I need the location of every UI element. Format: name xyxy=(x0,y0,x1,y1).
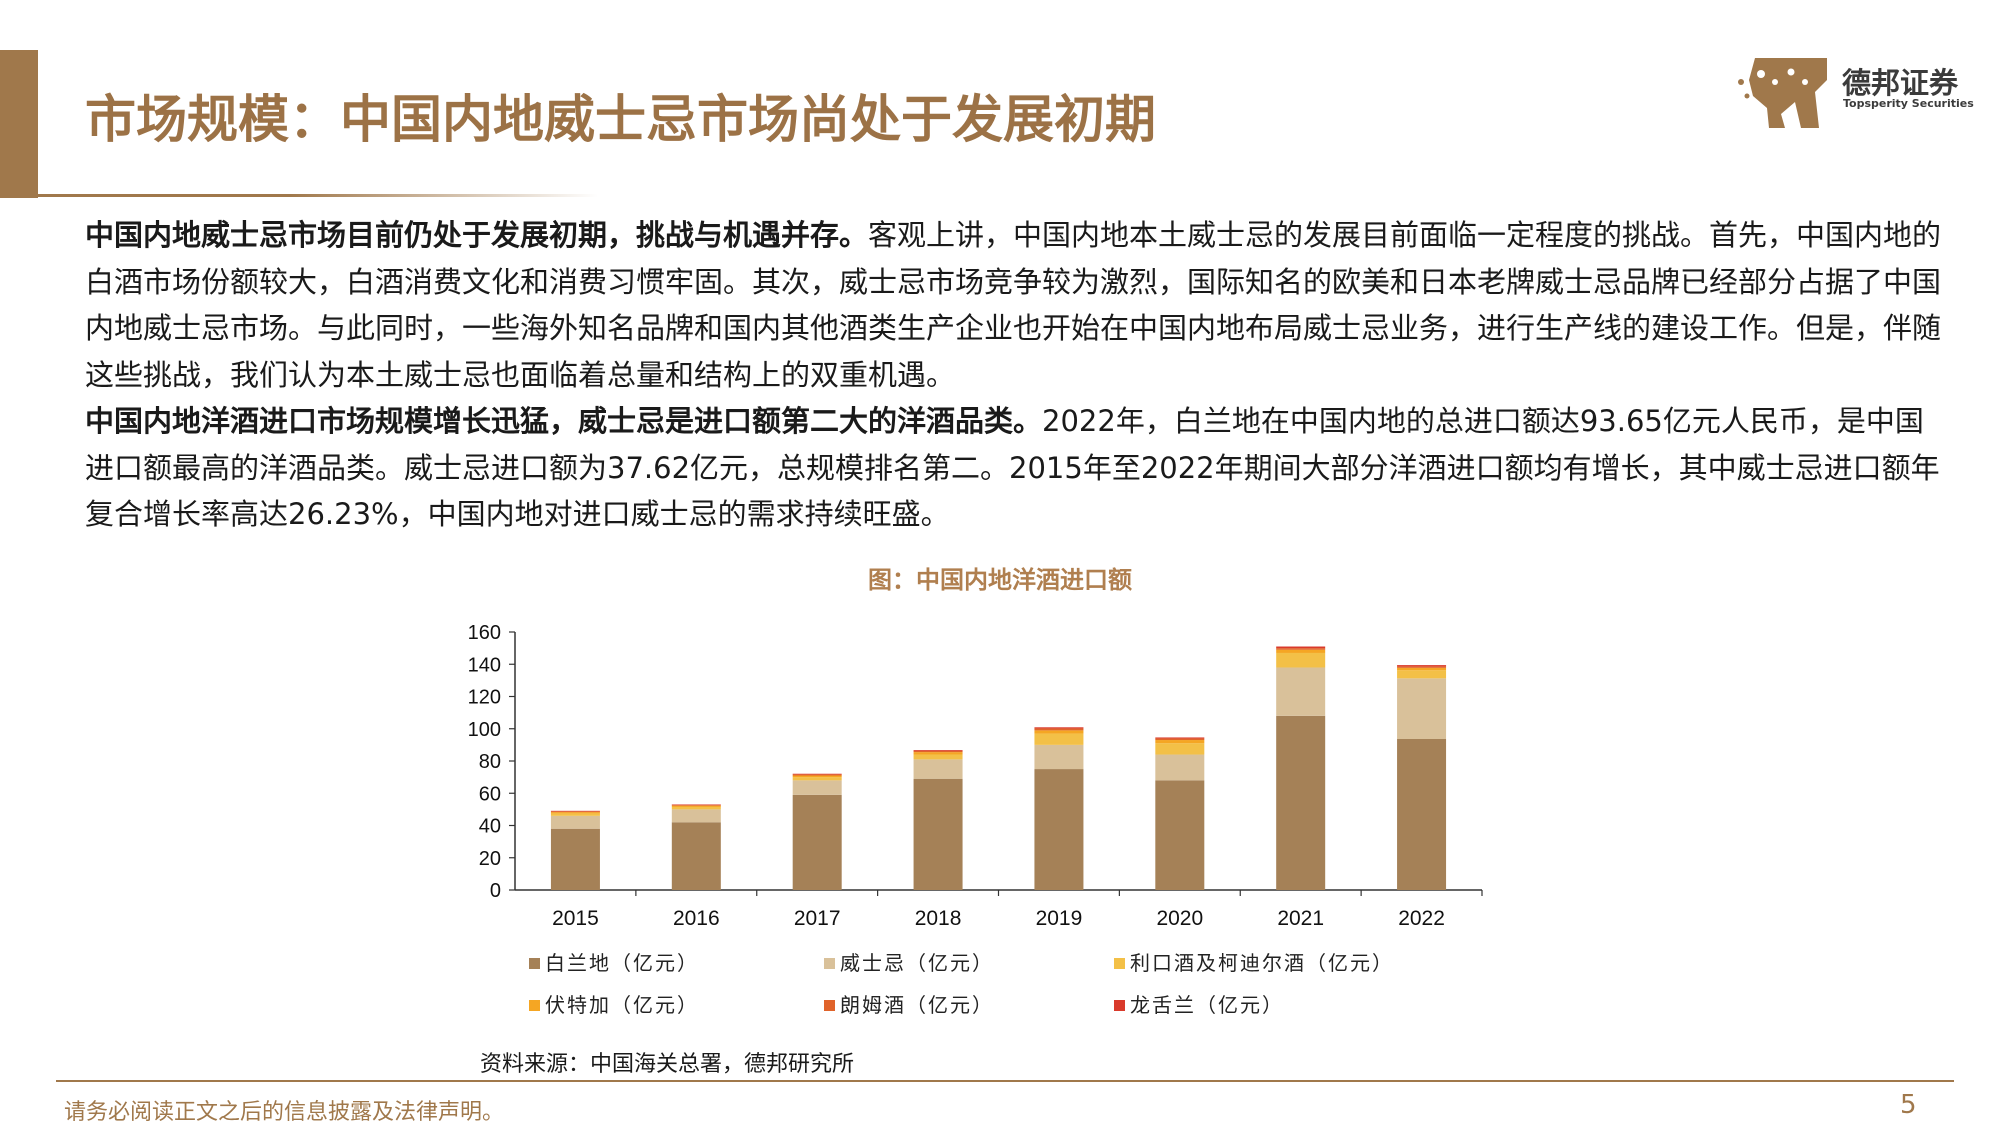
legend-swatch xyxy=(529,1000,540,1011)
bar-segment xyxy=(672,809,721,822)
x-tick-label: 2017 xyxy=(794,907,841,930)
bar-segment xyxy=(1397,678,1446,739)
bar-segment xyxy=(672,806,721,807)
legend-label: 利口酒及柯迪尔酒（亿元） xyxy=(1130,951,1394,975)
legend-label: 伏特加（亿元） xyxy=(545,993,699,1017)
bar-segment xyxy=(551,812,600,813)
bar-segment xyxy=(1397,739,1446,890)
bar-segment xyxy=(1034,745,1083,769)
bar-segment xyxy=(1276,716,1325,890)
paragraph-1: 中国内地威士忌市场目前仍处于发展初期，挑战与机遇并存。客观上讲，中国内地本土威士… xyxy=(85,212,1945,398)
y-tick-label: 80 xyxy=(479,751,501,773)
title-accent-bar xyxy=(0,50,38,198)
bar-segment xyxy=(914,779,963,890)
bar-segment xyxy=(793,776,842,778)
bar-segment xyxy=(1155,740,1204,743)
logo-chinese-name: 德邦证券 xyxy=(1842,60,1958,102)
legend-label: 白兰地（亿元） xyxy=(545,951,699,975)
bar-segment xyxy=(1276,653,1325,668)
paragraph-2-lead: 中国内地洋酒进口市场规模增长迅猛，威士忌是进口额第二大的洋酒品类。 xyxy=(85,404,1042,438)
chart-title: 图：中国内地洋酒进口额 xyxy=(0,560,2000,595)
footer-divider xyxy=(56,1080,1954,1082)
bar-segment xyxy=(1397,668,1446,670)
legend-swatch xyxy=(1114,958,1125,969)
legend-label: 威士忌（亿元） xyxy=(840,951,994,975)
bar-segment xyxy=(793,780,842,795)
y-tick-label: 60 xyxy=(479,783,501,805)
x-tick-label: 2015 xyxy=(552,907,599,930)
body-text: 中国内地威士忌市场目前仍处于发展初期，挑战与机遇并存。客观上讲，中国内地本土威士… xyxy=(85,212,1945,538)
bar-segment xyxy=(1034,734,1083,745)
bar-segment xyxy=(672,807,721,809)
x-tick-label: 2021 xyxy=(1277,907,1324,930)
legend-swatch xyxy=(1114,1000,1125,1011)
bar-segment xyxy=(1155,780,1204,890)
bar-segment xyxy=(1155,738,1204,740)
legend-swatch xyxy=(824,958,835,969)
logo-english-name: Topsperity Securities xyxy=(1843,97,1974,110)
legend-swatch xyxy=(824,1000,835,1011)
bar-segment xyxy=(551,816,600,829)
bar-segment xyxy=(551,813,600,815)
bar-segment xyxy=(1155,755,1204,781)
brand-logo: 德邦证券 Topsperity Securities xyxy=(1735,52,1970,130)
bar-segment xyxy=(1276,647,1325,649)
page-number: 5 xyxy=(1900,1090,1917,1120)
bar-segment xyxy=(914,755,963,760)
y-tick-label: 0 xyxy=(490,880,501,902)
bar-segment xyxy=(1276,648,1325,650)
legend-label: 龙舌兰（亿元） xyxy=(1130,993,1284,1017)
bar-segment xyxy=(793,795,842,890)
import-value-chart: 0 20 40 60 80 100 120 140 160 2015 2016 2017 2018 201… xyxy=(430,612,1530,1032)
bar-segment xyxy=(914,750,963,751)
bar-segment xyxy=(1276,667,1325,715)
x-tick-label: 2016 xyxy=(673,907,720,930)
bar-segment xyxy=(793,777,842,780)
page-title: 市场规模：中国内地威士忌市场尚处于发展初期 xyxy=(85,78,1156,152)
bar-segment xyxy=(672,822,721,890)
bar-segment xyxy=(1034,728,1083,730)
x-tick-label: 2020 xyxy=(1156,907,1203,930)
y-tick-label: 120 xyxy=(468,687,501,709)
bar-segment xyxy=(1155,737,1204,738)
disclaimer-text: 请务必阅读正文之后的信息披露及法律声明。 xyxy=(64,1094,504,1126)
leopard-logo-icon xyxy=(1735,52,1835,130)
x-tick-label: 2019 xyxy=(1036,907,1083,930)
title-underline xyxy=(38,194,598,197)
bar-segment xyxy=(1034,727,1083,728)
bar-segment xyxy=(914,759,963,778)
source-note: 资料来源：中国海关总署，德邦研究所 xyxy=(480,1046,854,1078)
bar-segment xyxy=(1276,650,1325,653)
y-tick-label: 160 xyxy=(468,622,501,644)
bar-segment xyxy=(672,805,721,806)
bar-segment xyxy=(914,751,963,752)
bar-segment xyxy=(1155,743,1204,754)
y-tick-label: 40 xyxy=(479,816,501,838)
bar-segment xyxy=(1034,730,1083,733)
x-tick-label: 2022 xyxy=(1398,907,1445,930)
legend-label: 朗姆酒（亿元） xyxy=(840,993,994,1017)
bar-segment xyxy=(793,774,842,775)
legend-swatch xyxy=(529,958,540,969)
bar-segment xyxy=(551,829,600,890)
bar-segment xyxy=(551,811,600,812)
bar-segment xyxy=(914,752,963,754)
bar-segment xyxy=(1034,769,1083,890)
y-tick-label: 20 xyxy=(479,848,501,870)
bar-segment xyxy=(1397,665,1446,666)
bar-segment xyxy=(1397,666,1446,667)
x-tick-label: 2018 xyxy=(915,907,962,930)
paragraph-2: 中国内地洋酒进口市场规模增长迅猛，威士忌是进口额第二大的洋酒品类。2022年，白… xyxy=(85,398,1945,538)
y-tick-label: 100 xyxy=(468,719,501,741)
bar-segment xyxy=(793,774,842,775)
y-tick-label: 140 xyxy=(468,654,501,676)
paragraph-1-lead: 中国内地威士忌市场目前仍处于发展初期，挑战与机遇并存。 xyxy=(85,218,868,252)
bar-segment xyxy=(1397,670,1446,678)
